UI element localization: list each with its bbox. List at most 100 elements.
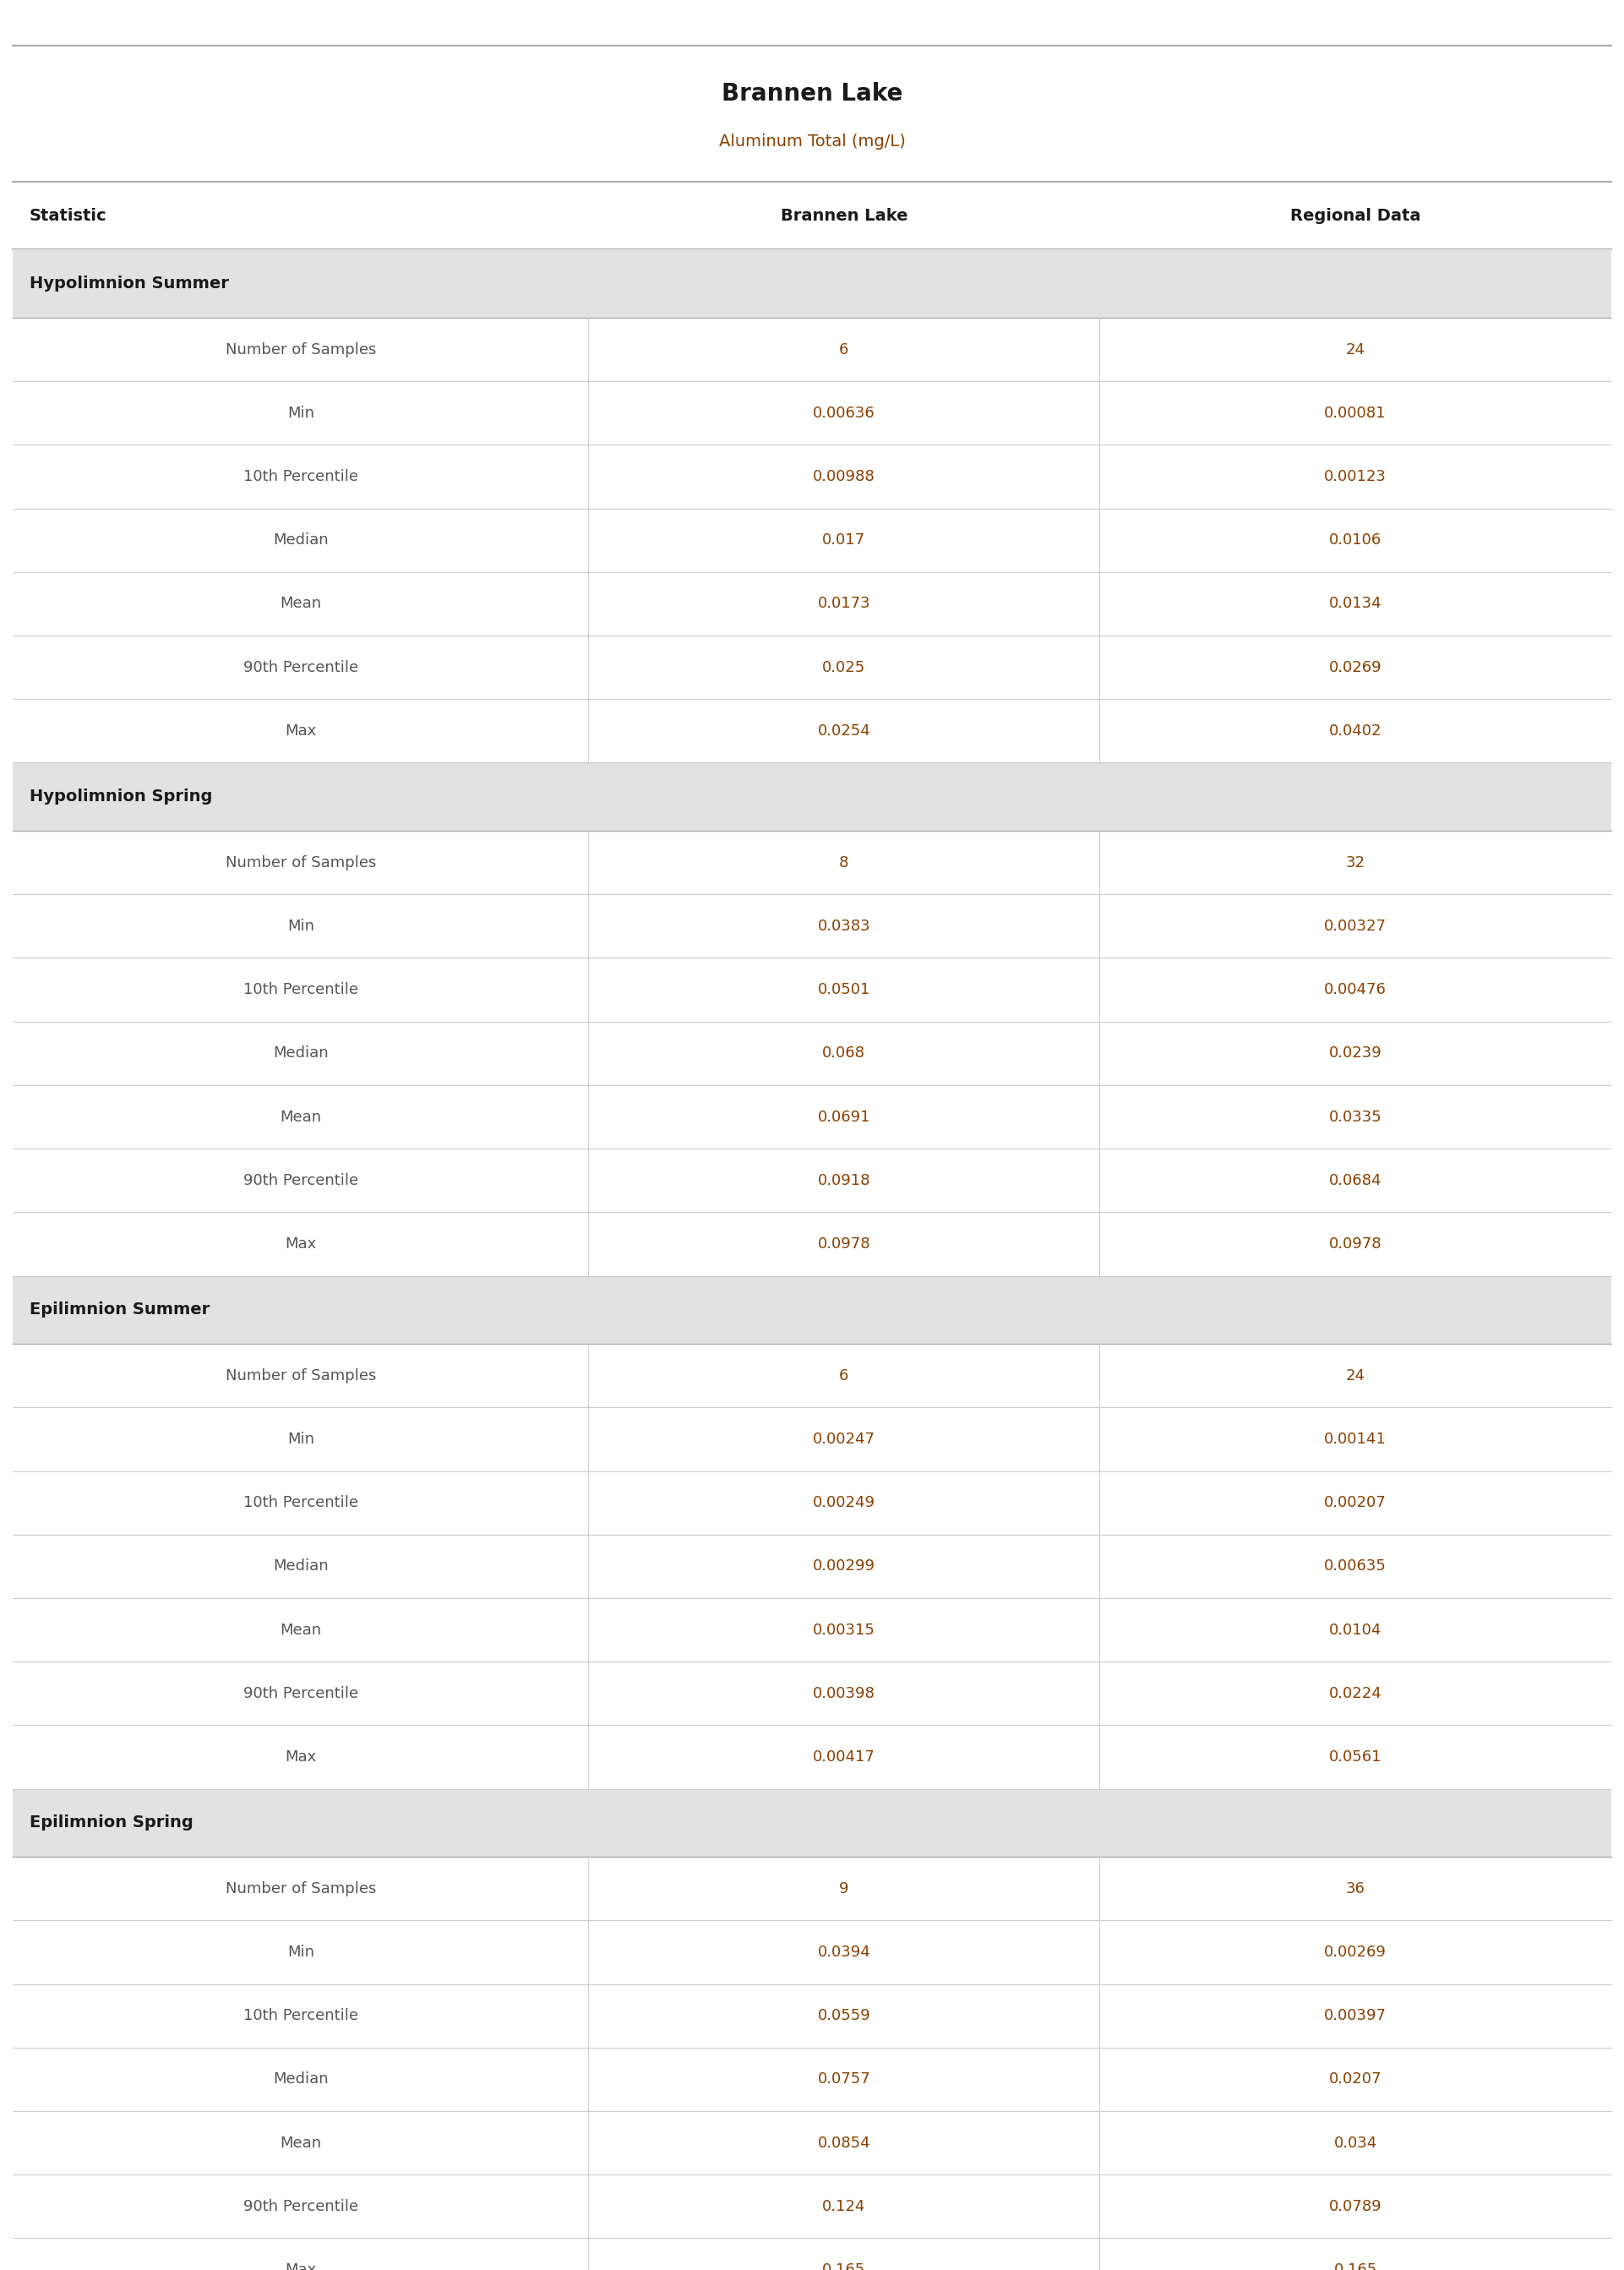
Text: Median: Median: [273, 533, 328, 547]
Text: Hypolimnion Summer: Hypolimnion Summer: [29, 275, 229, 293]
Text: 24: 24: [1346, 1369, 1366, 1382]
Bar: [13, 1598, 1611, 1662]
Text: 0.0684: 0.0684: [1328, 1174, 1382, 1187]
Text: 0.00207: 0.00207: [1324, 1496, 1387, 1510]
Text: Hypolimnion Spring: Hypolimnion Spring: [29, 788, 213, 806]
Text: 0.0207: 0.0207: [1328, 2073, 1382, 2086]
Bar: [13, 636, 1611, 699]
Text: 6: 6: [840, 1369, 849, 1382]
Text: Epilimnion Summer: Epilimnion Summer: [29, 1301, 209, 1319]
Text: 32: 32: [1346, 856, 1366, 869]
Text: Brannen Lake: Brannen Lake: [721, 82, 903, 107]
Bar: [13, 1984, 1611, 2048]
Text: Statistic: Statistic: [29, 207, 107, 225]
Bar: [13, 1725, 1611, 1789]
Bar: [13, 445, 1611, 508]
Text: Min: Min: [287, 1945, 313, 1959]
Text: 0.0224: 0.0224: [1328, 1687, 1382, 1700]
Text: Median: Median: [273, 1046, 328, 1060]
Text: 10th Percentile: 10th Percentile: [244, 983, 357, 997]
Text: Min: Min: [287, 1432, 313, 1446]
Text: Median: Median: [273, 1559, 328, 1573]
Text: 0.0335: 0.0335: [1328, 1110, 1382, 1124]
Bar: [13, 1857, 1611, 1920]
Text: 6: 6: [840, 343, 849, 356]
Bar: [13, 2048, 1611, 2111]
Bar: [13, 1022, 1611, 1085]
Text: 0.0239: 0.0239: [1328, 1046, 1382, 1060]
Bar: [13, 2238, 1611, 2270]
Text: 90th Percentile: 90th Percentile: [244, 661, 359, 674]
Text: 10th Percentile: 10th Percentile: [244, 470, 357, 484]
Text: 0.017: 0.017: [822, 533, 866, 547]
Bar: [13, 2175, 1611, 2238]
Text: 90th Percentile: 90th Percentile: [244, 2200, 359, 2213]
Text: Mean: Mean: [279, 1110, 322, 1124]
Text: Brannen Lake: Brannen Lake: [781, 207, 908, 225]
Bar: [13, 894, 1611, 958]
Bar: [13, 318, 1611, 381]
Text: 0.00081: 0.00081: [1324, 406, 1387, 420]
Text: 36: 36: [1346, 1882, 1366, 1895]
Bar: [13, 831, 1611, 894]
Text: 0.0134: 0.0134: [1328, 597, 1382, 611]
Text: 0.0394: 0.0394: [817, 1945, 870, 1959]
Text: 0.0789: 0.0789: [1328, 2200, 1382, 2213]
Text: Mean: Mean: [279, 2136, 322, 2150]
Text: 0.025: 0.025: [822, 661, 866, 674]
Text: 0.00398: 0.00398: [812, 1687, 875, 1700]
Bar: [13, 1535, 1611, 1598]
Bar: [13, 250, 1611, 318]
Bar: [13, 1149, 1611, 1212]
Text: 0.034: 0.034: [1333, 2136, 1377, 2150]
Text: Number of Samples: Number of Samples: [226, 856, 377, 869]
Text: 0.00141: 0.00141: [1324, 1432, 1387, 1446]
Text: Aluminum Total (mg/L): Aluminum Total (mg/L): [719, 134, 905, 150]
Text: 0.0559: 0.0559: [817, 2009, 870, 2023]
Text: 0.00636: 0.00636: [812, 406, 875, 420]
Bar: [13, 2111, 1611, 2175]
Bar: [13, 508, 1611, 572]
Text: Epilimnion Spring: Epilimnion Spring: [29, 1814, 193, 1832]
Text: 10th Percentile: 10th Percentile: [244, 2009, 357, 2023]
Text: 0.00249: 0.00249: [812, 1496, 875, 1510]
Text: 90th Percentile: 90th Percentile: [244, 1687, 359, 1700]
Text: Median: Median: [273, 2073, 328, 2086]
Bar: [13, 1407, 1611, 1471]
Text: 0.0104: 0.0104: [1328, 1623, 1382, 1637]
Text: 0.0383: 0.0383: [817, 919, 870, 933]
Text: 0.0918: 0.0918: [817, 1174, 870, 1187]
Text: Min: Min: [287, 919, 313, 933]
Bar: [13, 1920, 1611, 1984]
Text: 0.00247: 0.00247: [812, 1432, 875, 1446]
Text: 0.0691: 0.0691: [817, 1110, 870, 1124]
Bar: [13, 763, 1611, 831]
Text: 0.0757: 0.0757: [817, 2073, 870, 2086]
Text: 0.0269: 0.0269: [1328, 661, 1382, 674]
Text: Max: Max: [284, 2263, 317, 2270]
Text: 0.0561: 0.0561: [1328, 1750, 1382, 1764]
Text: 0.00635: 0.00635: [1324, 1559, 1387, 1573]
Text: Mean: Mean: [279, 1623, 322, 1637]
Text: 0.0173: 0.0173: [817, 597, 870, 611]
Bar: [13, 1212, 1611, 1276]
Text: Number of Samples: Number of Samples: [226, 343, 377, 356]
Text: 0.00397: 0.00397: [1324, 2009, 1387, 2023]
Text: 0.165: 0.165: [1333, 2263, 1377, 2270]
Bar: [13, 1085, 1611, 1149]
Text: Regional Data: Regional Data: [1289, 207, 1421, 225]
Text: 0.00327: 0.00327: [1324, 919, 1387, 933]
Text: 0.0254: 0.0254: [817, 724, 870, 738]
Text: 8: 8: [840, 856, 849, 869]
Bar: [13, 381, 1611, 445]
Text: 0.00315: 0.00315: [812, 1623, 875, 1637]
Text: 0.00476: 0.00476: [1324, 983, 1387, 997]
Text: 9: 9: [840, 1882, 849, 1895]
Bar: [13, 1344, 1611, 1407]
Text: 0.0501: 0.0501: [817, 983, 870, 997]
Text: Max: Max: [284, 1750, 317, 1764]
Text: 0.00123: 0.00123: [1324, 470, 1387, 484]
Text: Min: Min: [287, 406, 313, 420]
Text: 0.00417: 0.00417: [812, 1750, 875, 1764]
Text: 0.0106: 0.0106: [1328, 533, 1382, 547]
